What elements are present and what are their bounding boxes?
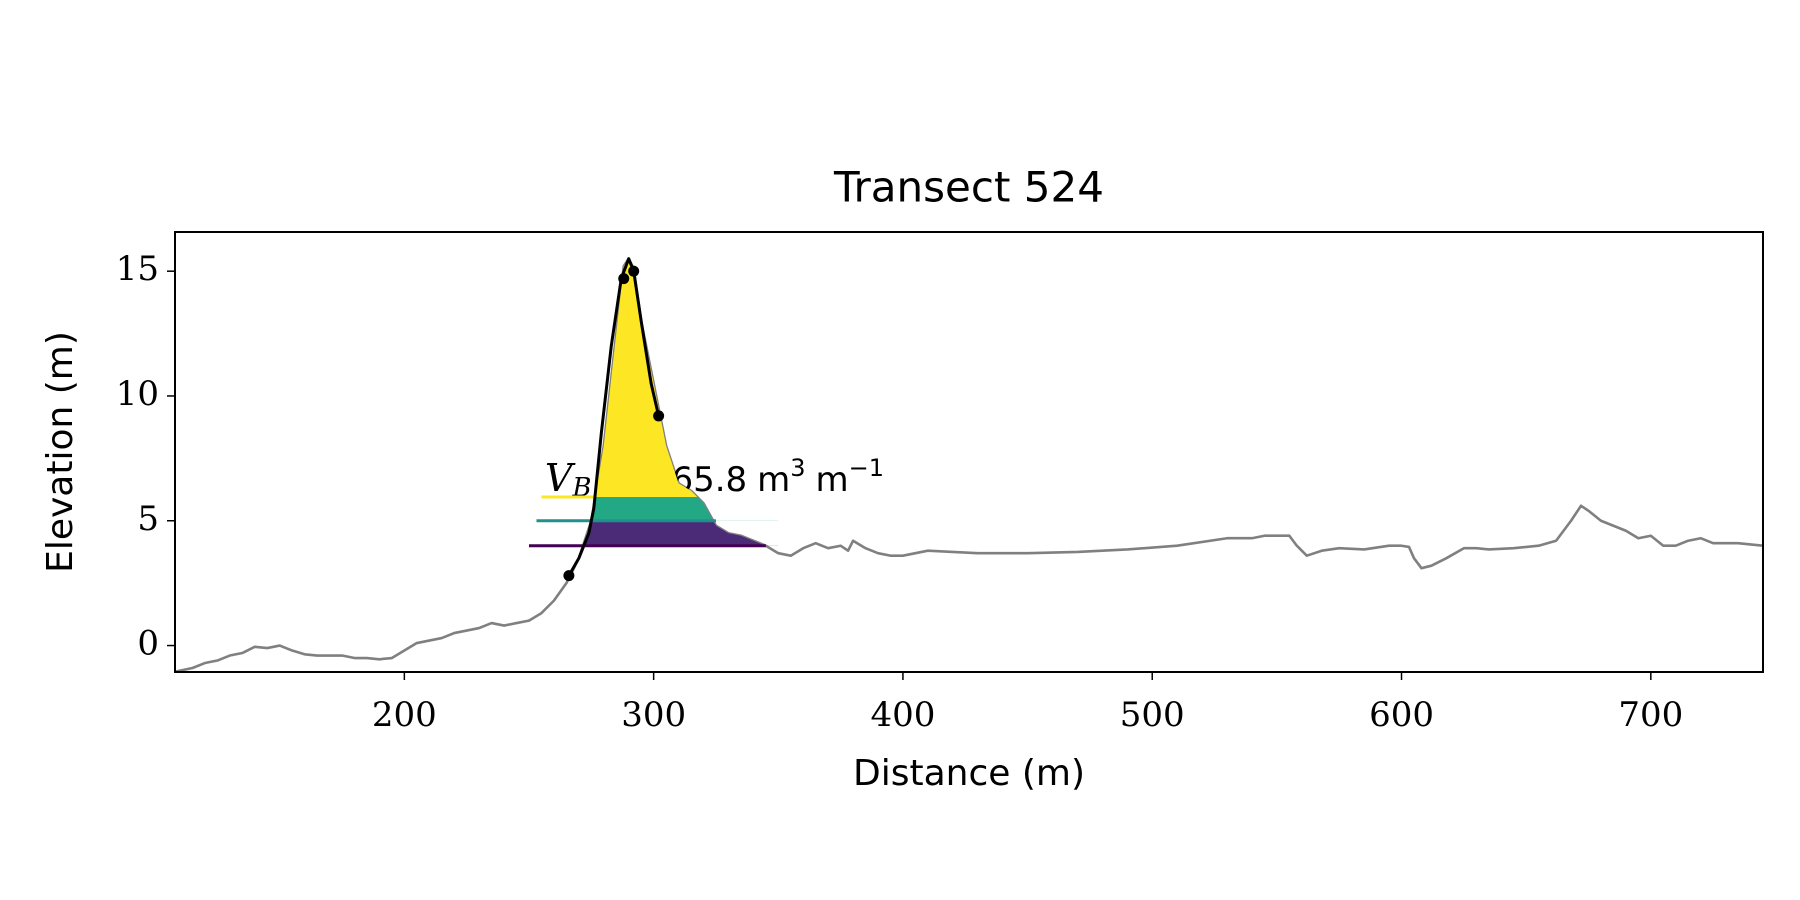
dune-point: [628, 265, 640, 277]
annotation-part: −1: [849, 454, 884, 482]
x-tick-label: 200: [372, 695, 437, 735]
x-tick-label: 600: [1369, 695, 1434, 735]
y-tick-label: 0: [137, 624, 159, 664]
y-tick-label: 15: [116, 249, 159, 289]
dune-line: [567, 257, 661, 577]
annotation-part: V: [545, 455, 576, 499]
x-axis-label: Distance (m): [853, 753, 1085, 794]
x-tick-label: 400: [870, 695, 935, 735]
dune-point: [653, 410, 665, 422]
y-tick-label: 10: [116, 374, 159, 414]
chart-title: Transect 524: [833, 163, 1104, 212]
dune-point: [618, 273, 630, 285]
plot-area: VB 65.8 m3 m−1: [175, 257, 1763, 672]
dune-point: [563, 570, 575, 582]
annotation-part: B: [571, 473, 591, 503]
plot-frame: [174, 231, 1764, 673]
volume-band: [583, 520, 766, 546]
volume-band: [595, 258, 698, 498]
annotation-part: m: [757, 459, 790, 499]
annotation: VB 65.8 m3 m−1: [545, 454, 884, 503]
x-tick-label: 700: [1618, 695, 1683, 735]
annotation-part: 3: [790, 454, 805, 482]
x-tick-label: 500: [1120, 695, 1185, 735]
annotation-part: m: [816, 459, 849, 499]
y-tick-label: 5: [137, 499, 159, 539]
volume-band: [591, 497, 714, 521]
x-tick-label: 300: [621, 695, 686, 735]
y-axis-label: Elevation (m): [40, 331, 81, 573]
profile-line: [175, 257, 1763, 672]
